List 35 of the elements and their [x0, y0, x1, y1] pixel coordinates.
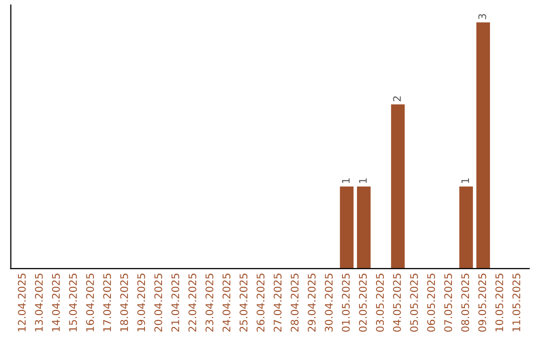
- x-tick-label: 02.05.2025: [358, 274, 367, 332]
- x-tick-label: 27.04.2025: [274, 274, 282, 332]
- x-tick-label: 10.05.2025: [495, 274, 504, 332]
- x-tick-label: 11.05.2025: [512, 274, 520, 332]
- x-tick-label: 09.05.2025: [478, 274, 486, 332]
- x-tick-label: 21.04.2025: [171, 274, 180, 332]
- x-tick-label: 07.05.2025: [444, 274, 452, 332]
- x-tick-label: 19.04.2025: [137, 274, 146, 332]
- x-tick-label: 30.04.2025: [324, 274, 333, 332]
- x-tick-label: 04.05.2025: [393, 274, 401, 332]
- x-tick-label: 12.04.2025: [18, 274, 26, 332]
- x-tick-label: 24.04.2025: [222, 274, 230, 332]
- data-label: 2: [393, 96, 401, 102]
- x-tick-label: 20.04.2025: [154, 274, 162, 332]
- data-label: 3: [478, 14, 486, 20]
- data-label: 1: [461, 178, 469, 183]
- x-tick-label: 29.04.2025: [308, 274, 316, 332]
- data-label: 1: [342, 178, 350, 183]
- x-tick-label: 26.04.2025: [256, 274, 264, 332]
- x-tick-label: 03.05.2025: [376, 274, 384, 332]
- x-tick-label: 25.04.2025: [240, 274, 248, 332]
- x-tick-label: 23.04.2025: [205, 274, 214, 332]
- x-tick-label: 05.05.2025: [410, 274, 418, 332]
- x-tick-label: 01.05.2025: [342, 274, 350, 332]
- x-tick-label: 15.04.2025: [69, 274, 77, 332]
- x-tick-label: 28.04.2025: [290, 274, 299, 332]
- x-tick-label: 18.04.2025: [120, 274, 128, 332]
- x-tick-label: 16.04.2025: [86, 274, 94, 332]
- x-tick-label: 08.05.2025: [461, 274, 470, 332]
- x-tick-label: 14.04.2025: [52, 274, 60, 332]
- x-tick-label: 17.04.2025: [103, 274, 112, 332]
- x-tick-label: 13.04.2025: [34, 274, 43, 332]
- data-label: 1: [359, 178, 367, 183]
- x-tick-label: 22.04.2025: [188, 274, 196, 332]
- x-tick-label: 06.05.2025: [427, 274, 436, 332]
